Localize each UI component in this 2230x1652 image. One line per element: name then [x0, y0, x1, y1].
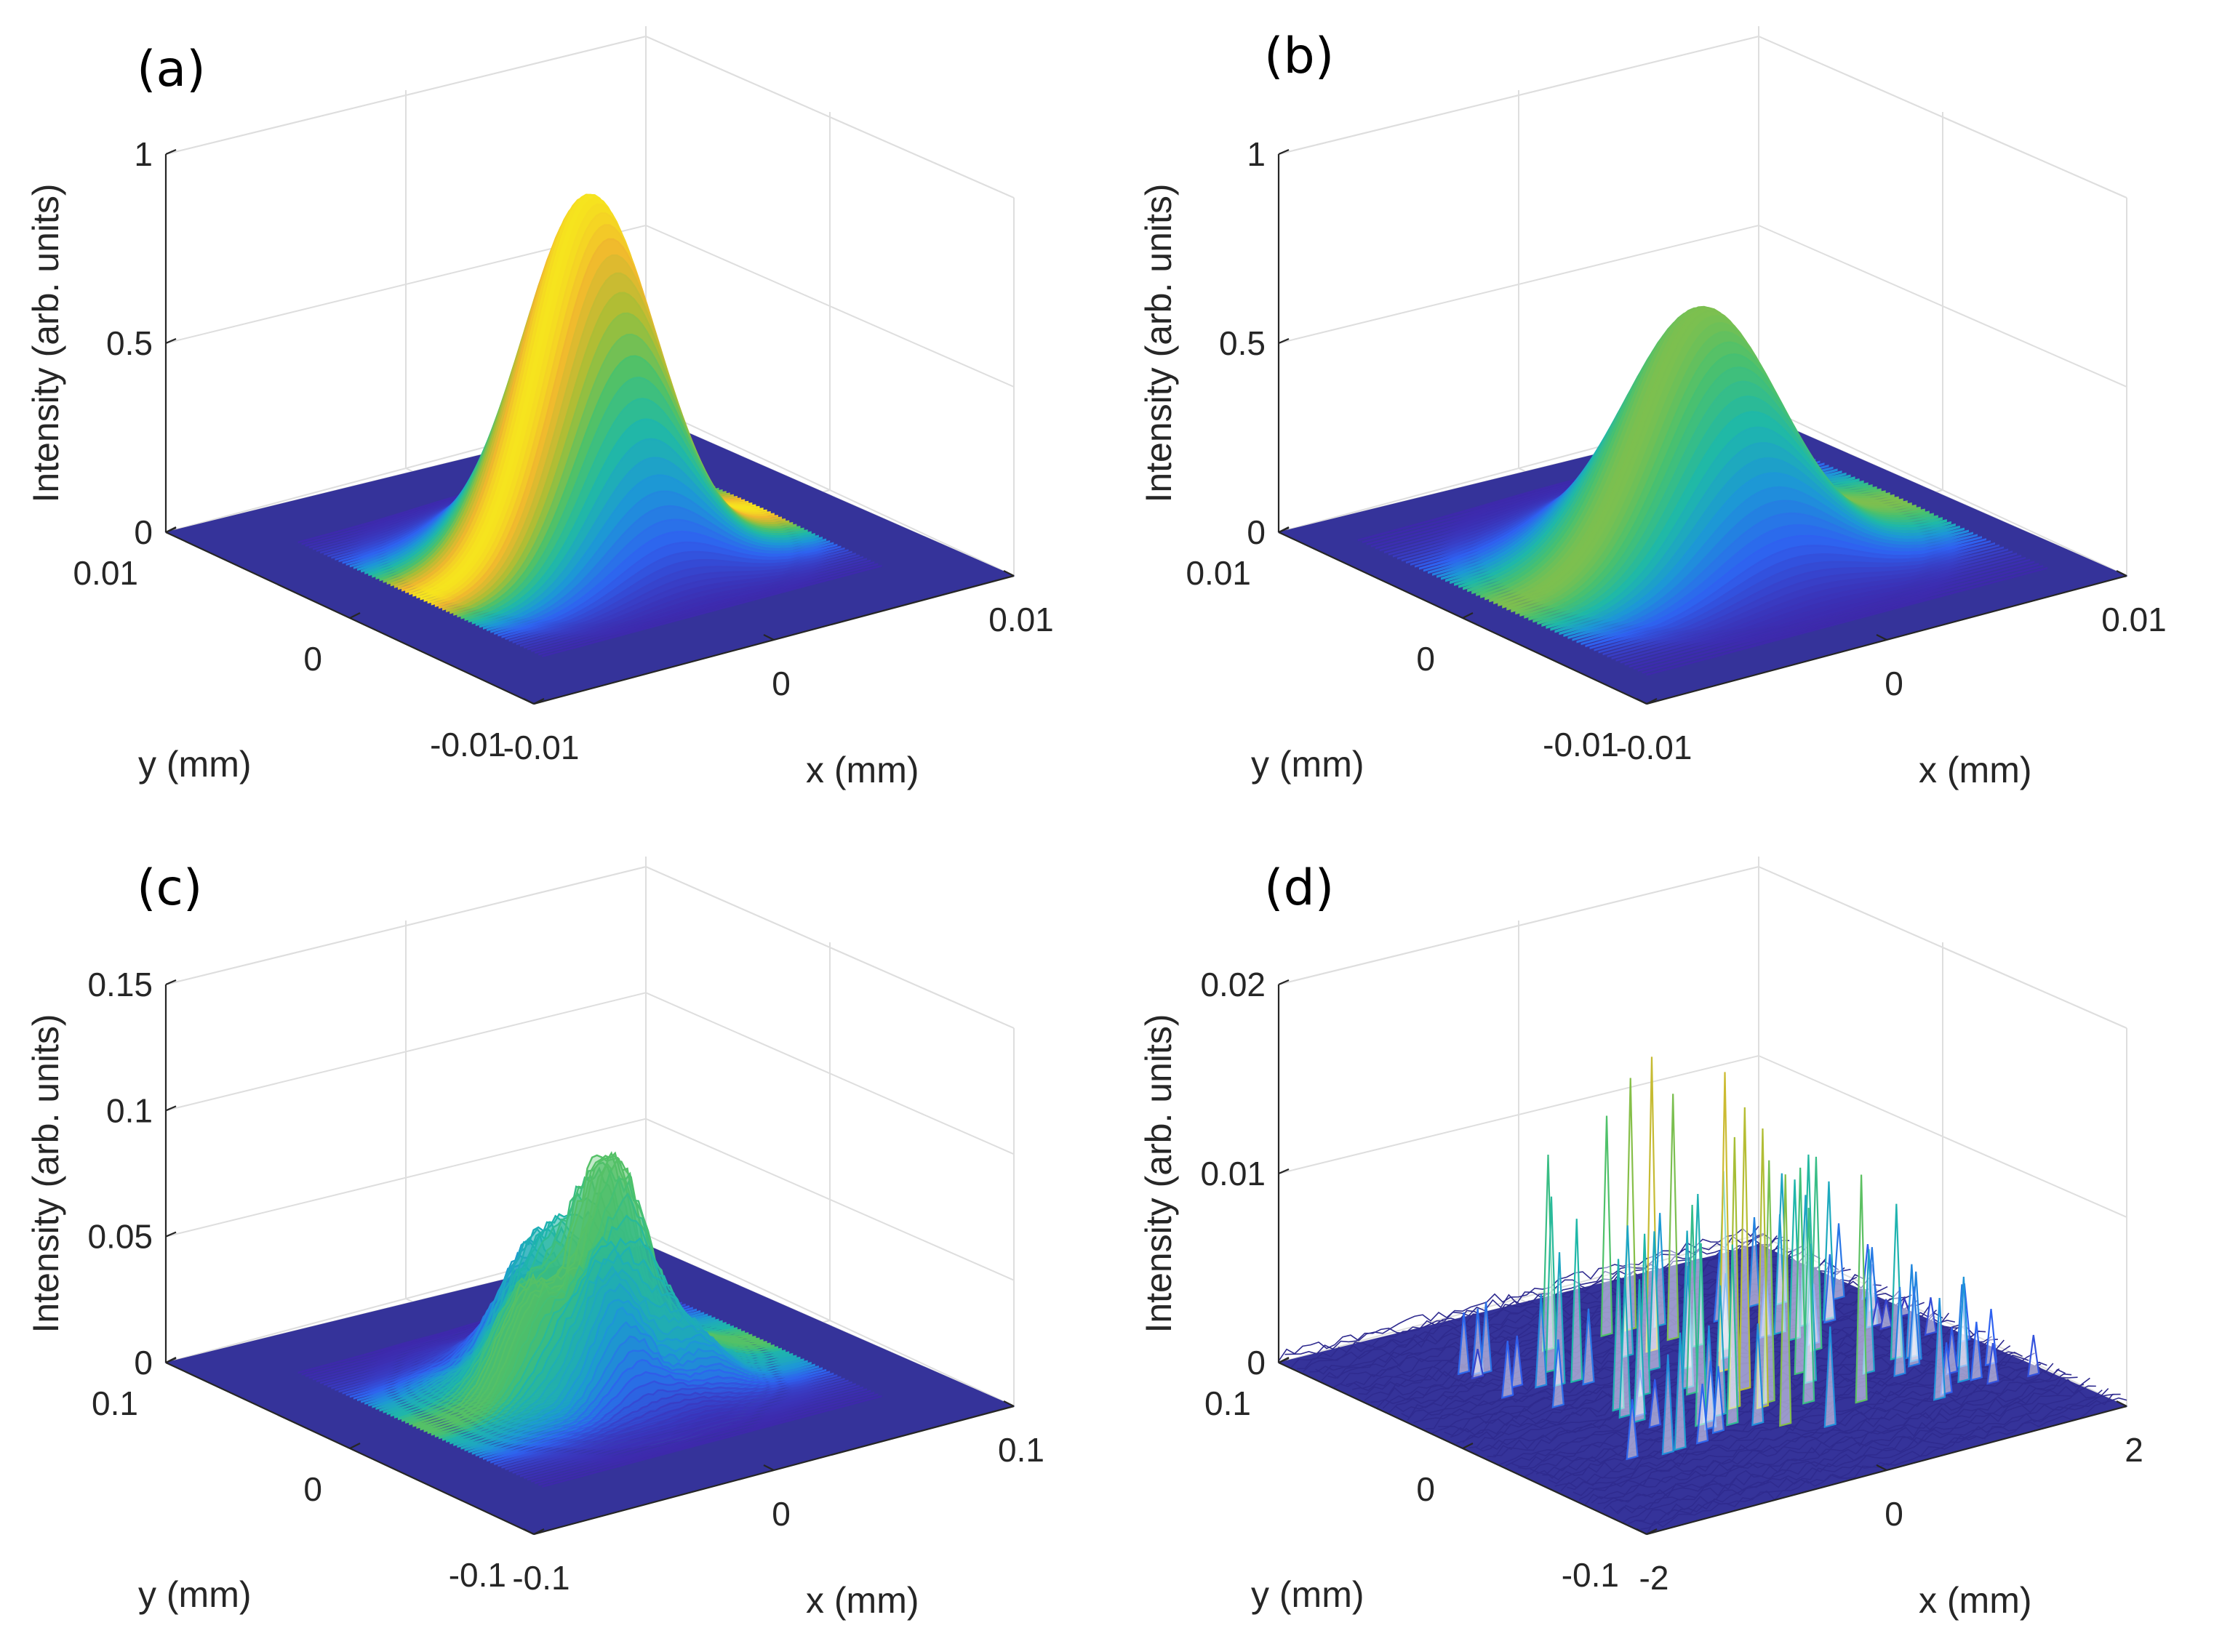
y-tick-label: 0 [303, 640, 322, 678]
panel-label: (b) [1264, 28, 1334, 85]
x-tick-label: 0 [1885, 1495, 1903, 1533]
x-tick-label: 0.01 [988, 601, 1054, 638]
z-axis-label: Intensity (arb. units) [25, 1014, 66, 1333]
y-tick-label: -0.01 [1543, 726, 1619, 763]
y-axis-label: y (mm) [1251, 1574, 1364, 1615]
x-axis-label: x (mm) [1919, 1580, 2032, 1621]
z-tick-label: 0 [1247, 1344, 1266, 1382]
surface [297, 1151, 882, 1488]
y-axis-label: y (mm) [1251, 744, 1364, 785]
surface [1278, 1056, 2127, 1534]
panel-c: -0.100.1-0.100.100.050.10.15x (mm)y (mm)… [25, 857, 1044, 1621]
z-tick-label: 0 [134, 513, 153, 551]
y-tick-label: 0.01 [1186, 554, 1251, 592]
z-tick-label: 0.02 [1200, 966, 1266, 1003]
y-tick-label: 0.01 [73, 554, 138, 592]
y-tick-label: 0.1 [1204, 1384, 1251, 1422]
x-tick-label: 0 [772, 1495, 791, 1533]
x-tick-label: 0.01 [2101, 601, 2167, 638]
z-axis-label: Intensity (arb. units) [1138, 183, 1179, 502]
x-tick-label: -2 [1639, 1559, 1669, 1597]
axes-lines [1277, 979, 2127, 1536]
x-tick-label: 0 [1885, 665, 1903, 702]
x-axis-label: x (mm) [1919, 750, 2032, 790]
panel-label: (d) [1264, 859, 1334, 917]
axes-lines [164, 148, 1015, 705]
z-tick-label: 0.01 [1200, 1155, 1266, 1192]
x-tick-label: -0.01 [503, 729, 580, 766]
y-tick-label: 0 [303, 1470, 322, 1508]
y-tick-label: 0 [1416, 1470, 1435, 1508]
x-tick-label: -0.01 [1616, 729, 1693, 766]
z-tick-label: 0.15 [87, 966, 153, 1003]
y-axis-label: y (mm) [138, 744, 252, 785]
z-axis-label: Intensity (arb. units) [25, 183, 66, 502]
surface [1357, 305, 2048, 676]
z-tick-label: 0.5 [106, 324, 153, 362]
y-axis-label: y (mm) [138, 1574, 252, 1615]
x-tick-label: -0.1 [512, 1559, 570, 1597]
z-tick-label: 0 [1247, 513, 1266, 551]
z-tick-label: 0.05 [87, 1218, 153, 1256]
surface [297, 193, 882, 657]
y-tick-label: 0 [1416, 640, 1435, 678]
y-tick-label: -0.1 [1562, 1556, 1619, 1594]
x-tick-label: 2 [2125, 1431, 2143, 1469]
z-tick-label: 0 [134, 1344, 153, 1382]
z-tick-label: 1 [1247, 135, 1266, 173]
z-tick-label: 0.5 [1219, 324, 1266, 362]
z-tick-label: 0.1 [106, 1091, 153, 1129]
y-tick-label: -0.01 [430, 726, 506, 763]
panel-label: (a) [137, 41, 206, 98]
x-axis-label: x (mm) [806, 750, 919, 790]
x-tick-label: 0 [772, 665, 791, 702]
axes-lines [1277, 148, 2127, 705]
x-axis-label: x (mm) [806, 1580, 919, 1621]
y-tick-label: 0.1 [92, 1384, 138, 1422]
x-tick-label: 0.1 [998, 1431, 1044, 1469]
panel-label: (c) [137, 859, 202, 917]
axes-lines [164, 979, 1015, 1536]
panel-d: -202-0.100.100.010.02x (mm)y (mm)Intensi… [1138, 857, 2143, 1621]
y-tick-label: -0.1 [449, 1556, 506, 1594]
z-axis-label: Intensity (arb. units) [1138, 1014, 1179, 1333]
z-tick-label: 1 [134, 135, 153, 173]
